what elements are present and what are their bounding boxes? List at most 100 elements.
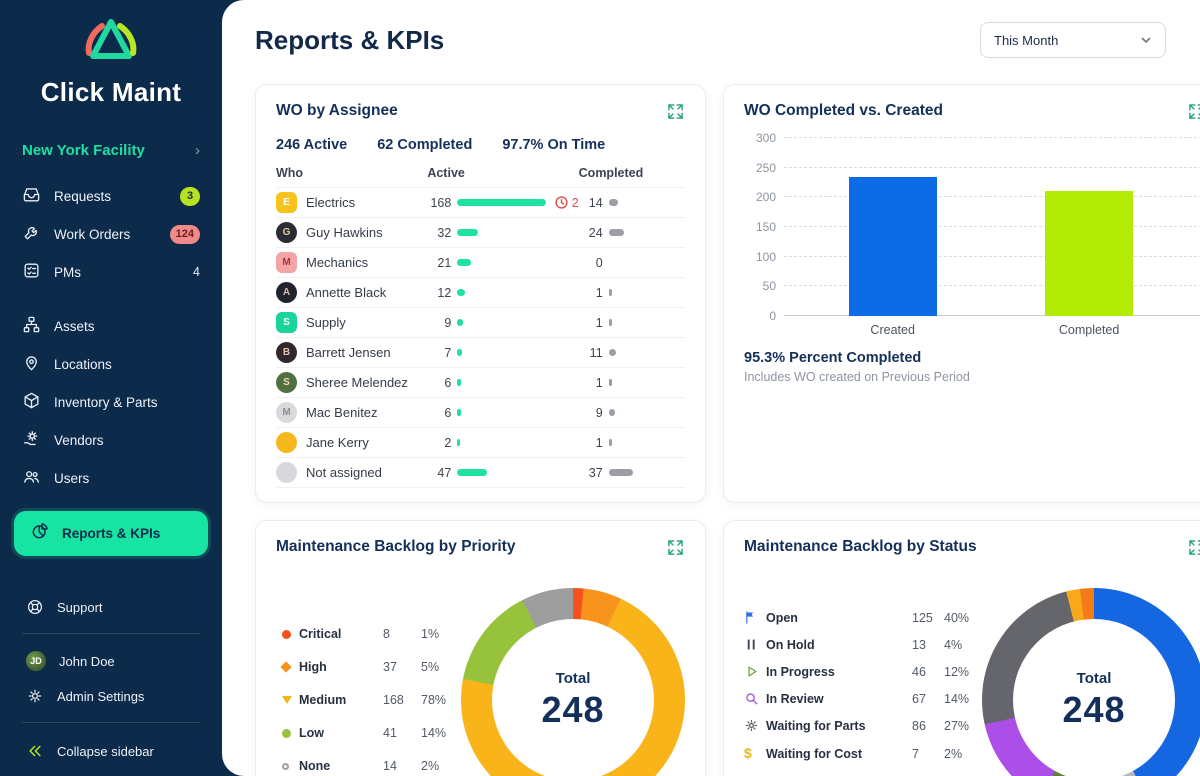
- user-menu[interactable]: JD John Doe: [0, 643, 222, 679]
- legend-percent: 1%: [421, 627, 440, 641]
- gear-icon: [745, 719, 758, 732]
- table-row[interactable]: E Electrics 168 2 14: [276, 188, 685, 218]
- completed-count: 14: [588, 195, 603, 210]
- legend-label: In Review: [766, 691, 824, 706]
- expand-button[interactable]: [1187, 102, 1200, 124]
- card-title: Maintenance Backlog by Priority: [276, 538, 516, 555]
- sidebar-item-vendors[interactable]: Vendors: [0, 421, 222, 459]
- completed-count: 9: [595, 405, 603, 420]
- gridline: 100: [756, 250, 1200, 264]
- donut-total-value: 248: [1062, 688, 1126, 730]
- stat-active: 246 Active: [276, 137, 348, 153]
- donut-center: Total 248: [492, 619, 654, 776]
- legend-item-open: Open 125 40%: [744, 610, 982, 625]
- sidebar-item-assets[interactable]: Assets: [0, 307, 222, 345]
- collapse-sidebar-button[interactable]: Collapse sidebar: [0, 732, 222, 762]
- table-row[interactable]: S Sheree Melendez 6 1: [276, 368, 685, 398]
- completed-bar: [608, 289, 612, 296]
- pause-icon: [747, 639, 755, 650]
- card-title: WO by Assignee: [276, 102, 398, 119]
- brand-name: Click Maint: [40, 77, 182, 107]
- expand-button[interactable]: [666, 538, 685, 560]
- sidebar-item-label: Vendors: [54, 432, 104, 448]
- assignee-table: Who Active Completed E Electrics 168 2 14 G Gu…: [276, 163, 685, 488]
- assignee-avatar: [276, 462, 297, 483]
- count-text: 4: [193, 265, 200, 279]
- sidebar: Click Maint New York Facility › Requests…: [0, 0, 222, 776]
- card-backlog-by-priority: Maintenance Backlog by Priority Critical…: [255, 520, 706, 776]
- play-icon: [748, 666, 757, 677]
- sidebar-item-label: Inventory & Parts: [54, 394, 158, 410]
- legend-label: On Hold: [766, 637, 815, 652]
- bar-created: [848, 176, 937, 316]
- card-wo-completed-vs-created: WO Completed vs. Created 0 50 100 150 200 250…: [723, 84, 1200, 503]
- legend-label: High: [299, 660, 327, 674]
- completed-count: 37: [588, 465, 603, 480]
- active-count: 47: [437, 465, 452, 480]
- completed-bar: [608, 199, 618, 206]
- table-row[interactable]: A Annette Black 12 1: [276, 278, 685, 308]
- completed-bar: [608, 409, 615, 416]
- support-button[interactable]: Support: [0, 590, 222, 624]
- legend-percent: 14%: [944, 691, 970, 706]
- gridline: 150: [756, 220, 1200, 234]
- y-tick-label: 300: [755, 131, 776, 145]
- gridline: 300: [756, 131, 1200, 145]
- table-row[interactable]: G Guy Hawkins 32 24: [276, 218, 685, 248]
- legend-percent: 2%: [421, 759, 440, 773]
- table-row[interactable]: Not assigned 47 37: [276, 458, 685, 488]
- active-count: 2: [444, 435, 452, 450]
- circle-icon: [282, 629, 291, 639]
- legend-value: 67: [912, 691, 926, 706]
- completed-bar: [608, 379, 612, 386]
- legend-percent: 2%: [944, 747, 963, 761]
- expand-button[interactable]: [1187, 538, 1200, 560]
- assignee-table-header: Who Active Completed: [276, 163, 685, 188]
- sidebar-item-inventory-parts[interactable]: Inventory & Parts: [0, 383, 222, 421]
- assignee-name: Guy Hawkins: [306, 225, 383, 240]
- gridline: 250: [756, 161, 1200, 175]
- expand-button[interactable]: [666, 102, 685, 124]
- admin-settings-button[interactable]: Admin Settings: [0, 679, 222, 713]
- overdue-indicator: 2: [554, 195, 579, 210]
- active-count: 168: [430, 195, 452, 210]
- brand: Click Maint: [0, 10, 222, 108]
- card-title: Maintenance Backlog by Status: [744, 538, 977, 555]
- period-dropdown-value: This Month: [994, 32, 1059, 48]
- assignee-stats: 246 Active 62 Completed 97.7% On Time: [276, 137, 685, 153]
- completed-count: 0: [595, 255, 603, 270]
- sidebar-item-requests[interactable]: Requests 3: [0, 177, 222, 215]
- requests-icon: [22, 185, 41, 207]
- search-icon: [746, 693, 758, 705]
- assignee-avatar: S: [276, 312, 297, 333]
- active-count: 6: [444, 405, 452, 420]
- table-row[interactable]: Jane Kerry 2 1: [276, 428, 685, 458]
- donut-total-value: 248: [541, 688, 605, 730]
- assignee-avatar: B: [276, 342, 297, 363]
- table-row[interactable]: M Mechanics 21 0: [276, 248, 685, 278]
- support-label: Support: [57, 599, 103, 615]
- donut-center-label: Total: [555, 669, 591, 687]
- table-row[interactable]: B Barrett Jensen 7 11: [276, 338, 685, 368]
- sidebar-item-reports-kpis[interactable]: Reports & KPIs: [14, 511, 208, 556]
- legend-item-waiting-for-cost: $ Waiting for Cost 7 2%: [744, 745, 982, 763]
- table-row[interactable]: M Mac Benitez 6 9: [276, 398, 685, 428]
- assignee-avatar: G: [276, 222, 297, 243]
- priority-donut-chart: Total 248: [461, 588, 685, 776]
- sidebar-item-locations[interactable]: Locations: [0, 345, 222, 383]
- sidebar-item-users[interactable]: Users: [0, 459, 222, 497]
- user-avatar: JD: [26, 651, 46, 671]
- inventory-icon: [22, 391, 41, 413]
- period-dropdown[interactable]: This Month: [980, 22, 1166, 58]
- sidebar-item-pms[interactable]: PMs 4: [0, 253, 222, 291]
- assignee-avatar: E: [276, 192, 297, 213]
- flag-icon: [746, 611, 754, 624]
- facility-selector[interactable]: New York Facility ›: [0, 142, 222, 159]
- active-count: 7: [444, 345, 452, 360]
- sidebar-item-work-orders[interactable]: Work Orders 124: [0, 215, 222, 253]
- legend-percent: 78%: [421, 693, 447, 707]
- table-row[interactable]: S Supply 9 1: [276, 308, 685, 338]
- page-title: Reports & KPIs: [255, 24, 445, 55]
- stat-on-time: 97.7% On Time: [502, 137, 606, 153]
- card-wo-by-assignee: WO by Assignee 246 Active 62 Completed 9…: [255, 84, 706, 503]
